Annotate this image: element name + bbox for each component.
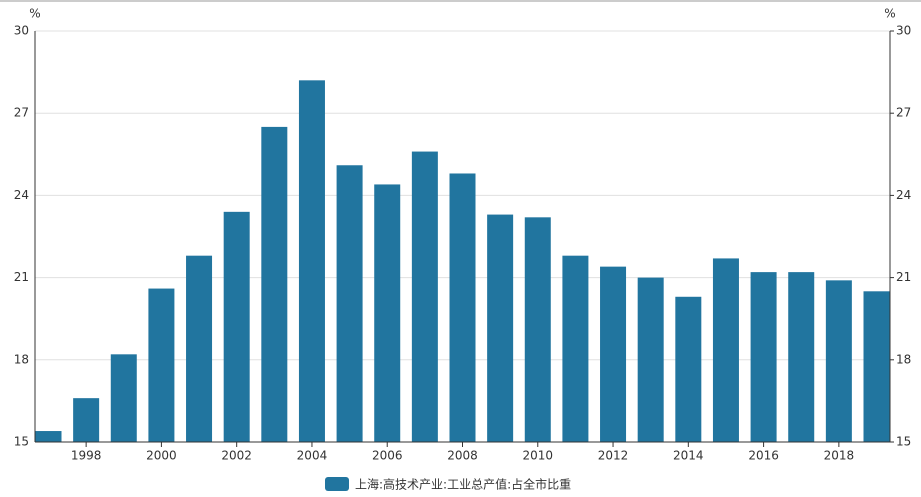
y2-axis-label: % bbox=[884, 7, 895, 21]
bar bbox=[449, 173, 476, 443]
bar bbox=[261, 126, 288, 443]
y2-tick-label: 24 bbox=[896, 188, 911, 202]
y2-tick-label: 18 bbox=[896, 352, 911, 366]
y-tick-label: 18 bbox=[14, 352, 29, 366]
bar bbox=[750, 272, 777, 442]
x-tick-label: 2010 bbox=[522, 449, 553, 463]
x-tick-label: 2004 bbox=[297, 449, 328, 463]
bar bbox=[637, 277, 664, 442]
bar bbox=[374, 184, 401, 442]
y2-tick-label: 15 bbox=[896, 435, 911, 449]
bar bbox=[186, 255, 213, 442]
bar bbox=[562, 255, 589, 442]
y-tick-label: 30 bbox=[14, 24, 29, 38]
bar bbox=[675, 296, 702, 442]
bar bbox=[712, 258, 739, 442]
y2-tick-label: 21 bbox=[896, 270, 911, 284]
top-border bbox=[0, 0, 921, 2]
bar bbox=[600, 266, 627, 442]
bar bbox=[788, 272, 815, 442]
x-tick-label: 2006 bbox=[372, 449, 403, 463]
x-tick-label: 2014 bbox=[673, 449, 704, 463]
legend-label: 上海:高技术产业:工业总产值:占全市比重 bbox=[355, 477, 571, 492]
bar bbox=[863, 291, 890, 442]
x-tick-label: 2012 bbox=[598, 449, 629, 463]
y-tick-label: 21 bbox=[14, 270, 29, 284]
bar bbox=[524, 217, 551, 442]
y2-tick-label: 27 bbox=[896, 106, 911, 120]
y2-tick-label: 30 bbox=[896, 24, 911, 38]
bar bbox=[223, 211, 250, 442]
bar bbox=[825, 280, 852, 442]
x-tick-label: 2000 bbox=[146, 449, 177, 463]
x-tick-label: 1998 bbox=[71, 449, 102, 463]
bar bbox=[298, 80, 325, 442]
bar bbox=[336, 165, 363, 442]
bar bbox=[73, 398, 100, 442]
x-tick-label: 2008 bbox=[447, 449, 478, 463]
y-tick-label: 15 bbox=[14, 435, 29, 449]
x-tick-label: 2016 bbox=[748, 449, 779, 463]
bar bbox=[411, 151, 438, 442]
x-tick-label: 2002 bbox=[221, 449, 252, 463]
legend-swatch bbox=[325, 477, 349, 491]
y-axis-label: % bbox=[29, 7, 40, 21]
y-tick-label: 27 bbox=[14, 106, 29, 120]
x-tick-label: 2018 bbox=[824, 449, 855, 463]
bar bbox=[35, 431, 62, 442]
bar bbox=[487, 214, 514, 442]
y-tick-label: 24 bbox=[14, 188, 29, 202]
bar bbox=[110, 354, 137, 442]
bar bbox=[148, 288, 175, 442]
